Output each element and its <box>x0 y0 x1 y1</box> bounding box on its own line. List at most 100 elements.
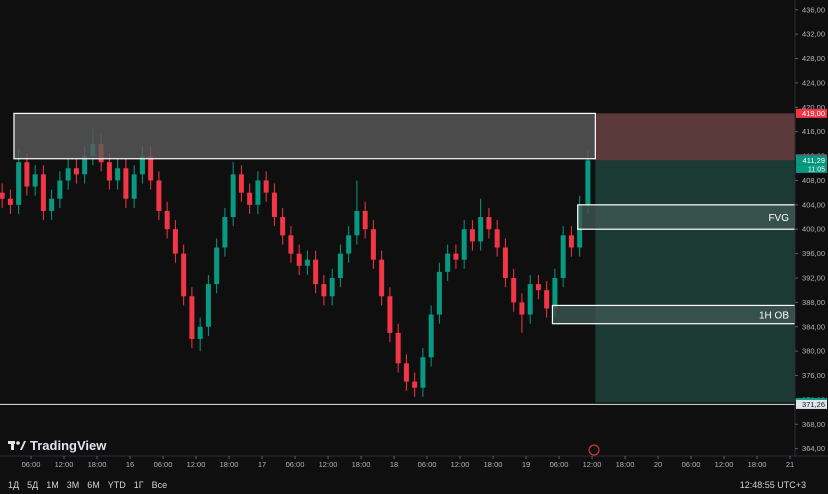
candle-body <box>585 160 591 205</box>
target-zone <box>595 160 795 403</box>
candle-body <box>271 192 277 218</box>
x-tick-label: 19 <box>522 460 530 469</box>
zone <box>13 112 596 160</box>
candle-body <box>214 247 220 285</box>
y-tick-label: 388,00 <box>802 298 825 307</box>
candle-body <box>486 217 492 230</box>
range-button[interactable]: 1М <box>46 480 59 490</box>
x-tick-label: 18 <box>390 460 398 469</box>
candle-body <box>494 229 500 248</box>
candle-body <box>445 253 451 272</box>
x-tick-label: 18:00 <box>88 460 107 469</box>
y-tick-label: 396,00 <box>802 249 825 258</box>
candle-body <box>139 156 145 175</box>
x-tick-label: 18:00 <box>352 460 371 469</box>
candle-body <box>65 168 71 181</box>
candle-body <box>24 162 30 187</box>
candle-body <box>354 210 360 236</box>
candle-body <box>519 302 525 315</box>
price-label: 411,29 <box>803 156 825 165</box>
candle-body <box>181 253 187 297</box>
x-tick-label: 06:00 <box>682 460 701 469</box>
candle-body <box>280 217 286 236</box>
candle-body <box>156 180 162 211</box>
candle-body <box>57 180 63 199</box>
range-button[interactable]: Все <box>151 480 168 490</box>
candle-body <box>362 210 368 230</box>
candle-body <box>412 381 418 388</box>
candle-body <box>230 174 236 218</box>
x-tick-label: 16 <box>126 460 134 469</box>
y-tick-label: 368,00 <box>802 420 825 429</box>
x-tick-label: 12:00 <box>583 460 602 469</box>
y-tick-label: 432,00 <box>802 30 825 39</box>
range-button[interactable]: 5Д <box>27 480 39 490</box>
y-tick-label: 420,00 <box>802 103 825 112</box>
range-button[interactable]: 1Д <box>8 480 20 490</box>
candle-body <box>568 235 574 248</box>
candle-body <box>304 259 310 266</box>
candle-body <box>255 180 261 205</box>
x-tick-label: 18:00 <box>220 460 239 469</box>
logo-text: TradingView <box>30 438 107 453</box>
candle-body <box>436 271 442 315</box>
candle-body <box>296 253 302 266</box>
candle-body <box>16 162 22 205</box>
y-tick-label: 428,00 <box>802 54 825 63</box>
candle-body <box>346 235 352 254</box>
candle-body <box>82 156 88 175</box>
candle-body <box>552 277 558 309</box>
y-tick-label: 404,00 <box>802 200 825 209</box>
y-tick-label: 384,00 <box>802 322 825 331</box>
zone <box>577 204 796 230</box>
countdown: 11:05 <box>808 166 825 173</box>
range-button[interactable]: 1Г <box>133 480 144 490</box>
candle-body <box>420 357 426 388</box>
stop-zone <box>595 113 795 161</box>
candle-body <box>527 284 533 315</box>
range-button[interactable]: 6М <box>87 480 100 490</box>
range-button[interactable]: 3М <box>66 480 80 490</box>
y-tick-label: 424,00 <box>802 78 825 87</box>
candle-body <box>453 253 459 260</box>
candle-body <box>478 217 484 242</box>
candle-body <box>40 174 46 211</box>
candle-body <box>32 174 38 187</box>
x-tick-label: 18:00 <box>748 460 767 469</box>
x-tick-label: 18:00 <box>484 460 503 469</box>
x-tick-label: 06:00 <box>154 460 173 469</box>
x-tick-label: 06:00 <box>22 460 41 469</box>
price-label-bg <box>796 399 827 409</box>
x-tick-label: 12:00 <box>451 460 470 469</box>
candle-body <box>197 326 203 339</box>
candle-body <box>395 332 401 364</box>
candle-body <box>222 217 228 248</box>
x-tick-label: 18:00 <box>616 460 635 469</box>
x-tick-label: 12:00 <box>319 460 338 469</box>
y-tick-label: 436,00 <box>802 5 825 14</box>
x-tick-label: 06:00 <box>286 460 305 469</box>
candle-body <box>288 235 294 254</box>
zone-label: FVG <box>768 213 789 224</box>
y-tick-label: 376,00 <box>802 371 825 380</box>
zone-label: 1H OB <box>759 311 789 322</box>
countdown-bg <box>796 164 827 173</box>
x-tick-label: 12:00 <box>55 460 74 469</box>
x-tick-label: 06:00 <box>418 460 437 469</box>
candle-body <box>428 314 434 358</box>
x-tick-label: 12:00 <box>715 460 734 469</box>
candle-body <box>73 168 79 175</box>
y-tick-label: 416,00 <box>802 127 825 136</box>
range-button[interactable]: YTD <box>107 480 126 490</box>
y-tick-label: 364,00 <box>802 444 825 453</box>
candle-body <box>263 180 269 193</box>
price-label: 371,26 <box>802 400 825 409</box>
y-tick-label: 400,00 <box>802 225 825 234</box>
candle-body <box>189 296 195 339</box>
candle-body <box>115 168 121 181</box>
candle-body <box>7 198 13 205</box>
candle-body <box>337 253 343 278</box>
candle-body <box>321 284 327 297</box>
